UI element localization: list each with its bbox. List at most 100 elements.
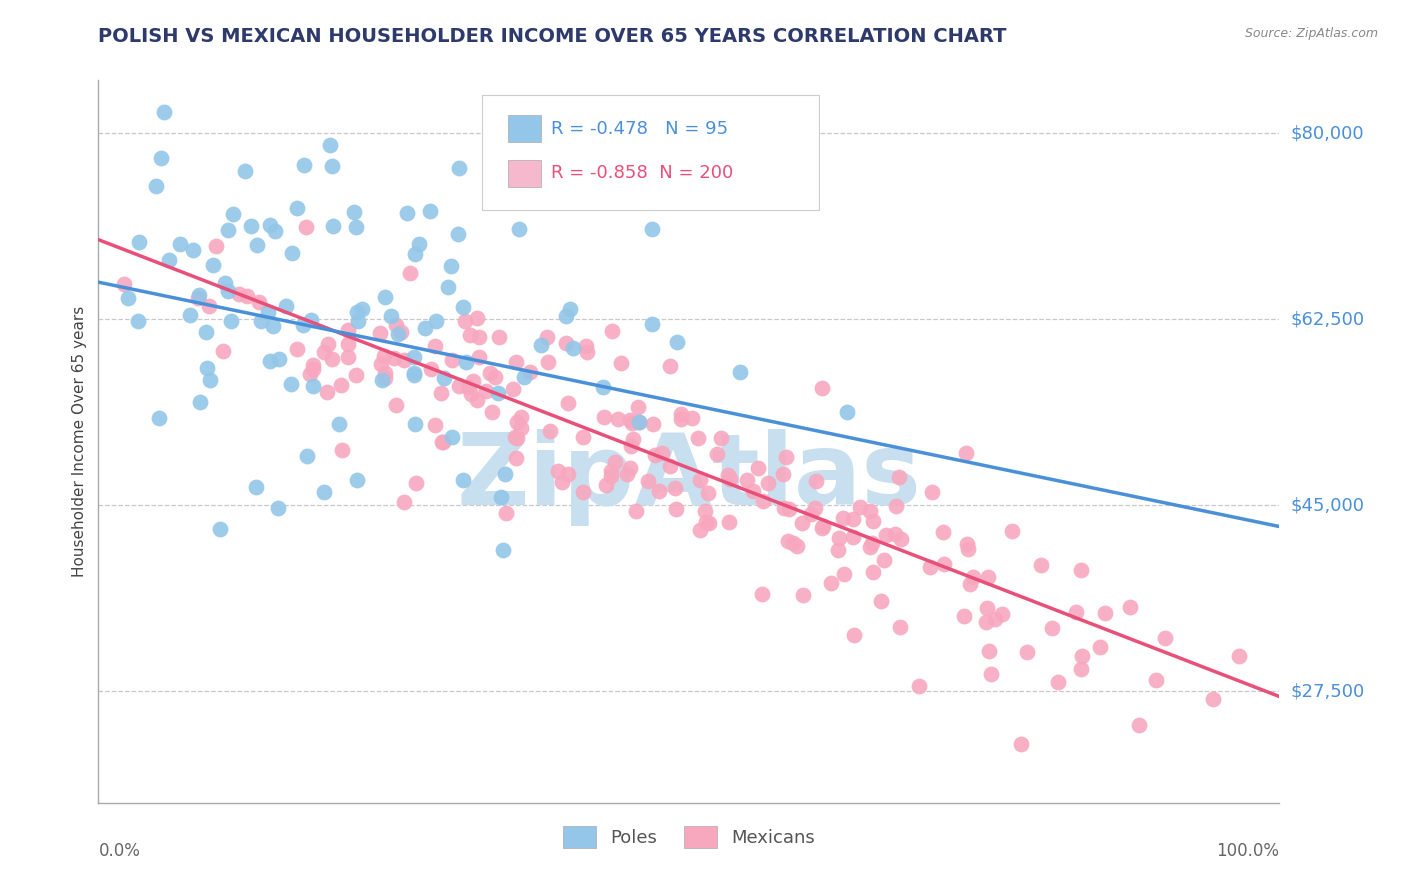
Point [665,501,688,516]
Point [295,220,318,235]
Point [467,393,489,408]
Point [600,464,623,478]
Point [595,477,617,491]
Point [211,343,233,358]
Point [626,504,648,518]
Point [451,473,474,487]
Point [217,223,239,237]
Point [593,409,616,424]
Point [298,367,321,381]
Point [800,507,823,521]
Point [841,530,863,544]
Point [990,607,1012,621]
Point [322,219,344,234]
Point [599,469,621,483]
Point [370,357,392,371]
Point [870,594,893,608]
Point [976,601,998,615]
Point [460,387,482,401]
Point [188,395,211,409]
Point [316,337,339,351]
Point [214,276,236,290]
Point [336,323,359,337]
Point [758,476,780,491]
Point [728,365,751,379]
Point [461,374,484,388]
Text: $27,500: $27,500 [1291,682,1365,700]
Point [1146,673,1168,687]
Point [827,543,849,558]
Point [447,161,470,175]
Point [600,324,623,338]
Point [404,247,426,261]
Point [430,434,453,449]
Point [228,287,250,301]
Point [832,511,855,525]
Point [280,245,302,260]
Point [555,336,578,351]
Point [346,473,368,487]
Point [627,400,650,414]
Point [842,512,865,526]
Point [1070,563,1092,577]
Point [302,358,325,372]
Point [842,628,865,642]
Y-axis label: Householder Income Over 65 years: Householder Income Over 65 years [72,306,87,577]
Point [328,417,350,431]
Point [665,334,688,349]
Point [343,205,366,219]
Point [1094,606,1116,620]
Point [292,158,315,172]
Point [179,308,201,322]
Point [454,314,477,328]
Point [276,299,298,313]
Point [112,277,135,291]
Point [440,430,463,444]
Point [337,336,360,351]
Point [205,238,228,252]
Point [1015,645,1038,659]
Point [380,309,402,323]
Text: 0.0%: 0.0% [98,842,141,860]
Point [295,449,318,463]
Point [792,588,814,602]
Point [468,351,491,365]
Point [302,361,325,376]
Point [395,205,418,219]
Point [246,238,269,252]
Point [873,553,896,567]
Point [440,352,463,367]
Point [291,318,314,332]
Point [280,376,302,391]
Point [820,576,842,591]
Point [862,514,884,528]
Point [1128,718,1150,732]
Point [374,371,396,385]
Point [404,368,426,382]
Point [837,405,859,419]
Point [458,328,481,343]
Point [382,351,405,366]
Point [316,384,339,399]
Point [810,521,832,535]
Point [572,484,595,499]
Point [955,445,977,459]
Point [509,421,531,435]
Point [689,473,711,487]
Point [495,506,517,520]
Point [505,355,527,369]
Point [1202,691,1225,706]
Point [697,516,720,530]
Point [641,417,664,431]
Point [451,300,474,314]
Point [918,559,941,574]
Point [1010,737,1032,751]
Text: R = -0.478   N = 95: R = -0.478 N = 95 [551,120,728,137]
Point [508,222,530,236]
Point [402,351,425,365]
Point [710,431,733,445]
Point [572,429,595,443]
Point [153,105,176,120]
Point [592,380,614,394]
Point [330,377,353,392]
